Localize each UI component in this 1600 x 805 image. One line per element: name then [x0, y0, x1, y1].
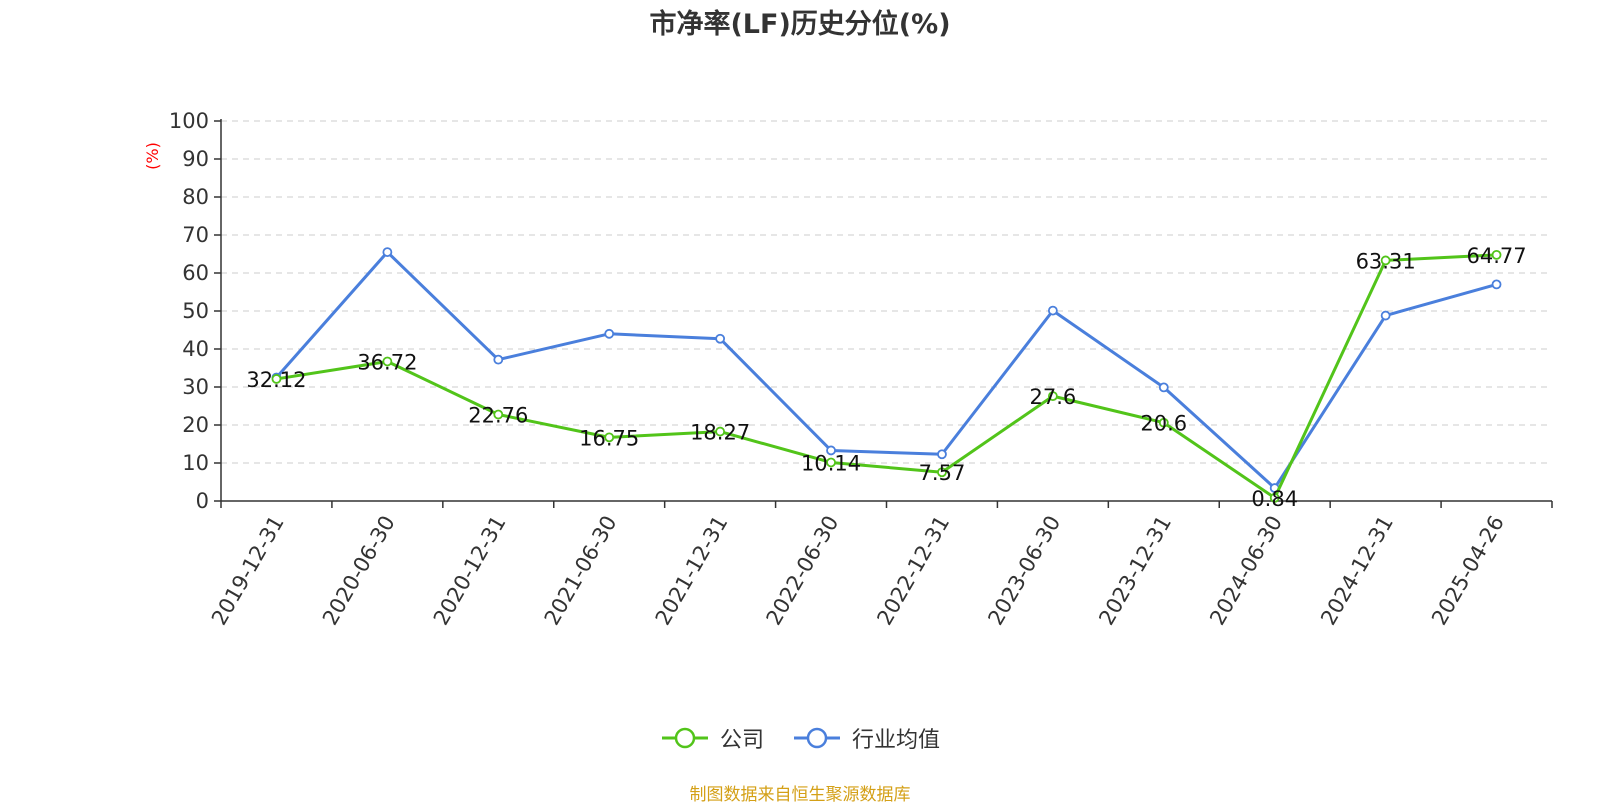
data-label: 32.12: [246, 368, 306, 392]
data-point: [604, 432, 615, 443]
y-tick-label: 20: [182, 413, 209, 437]
data-label: 0.84: [1251, 487, 1298, 511]
data-label: 10.14: [801, 451, 861, 475]
legend-label: 公司: [719, 728, 764, 753]
legend: 公司 行业均值: [0, 722, 1600, 754]
y-tick-label: 100: [169, 109, 209, 133]
y-tick-label: 0: [196, 489, 209, 513]
legend-label: 行业均值: [852, 728, 941, 753]
legend-item-industry[interactable]: 行业均值: [792, 722, 940, 754]
y-tick-label: 70: [182, 223, 209, 247]
x-tick-label: 2020-12-31: [429, 511, 511, 629]
data-point: [715, 333, 726, 344]
source-note: 制图数据来自恒生聚源数据库: [689, 785, 911, 805]
data-point: [826, 457, 836, 468]
data-point: [493, 354, 504, 365]
data-point: [382, 247, 393, 258]
y-tick-label: 30: [182, 375, 209, 399]
data-point: [826, 445, 836, 456]
legend-item-company[interactable]: 公司: [660, 722, 764, 754]
data-label: 36.72: [357, 350, 417, 374]
data-labels: 32.12 36.72 22.76 16.75 18.27 10.14 7.57 27.6 20…: [246, 244, 1526, 511]
data-point: [604, 328, 615, 339]
y-tick-label: 40: [182, 337, 209, 361]
x-tick-label: 2023-06-30: [983, 512, 1065, 630]
data-label: 7.57: [919, 461, 966, 485]
data-label: 63.31: [1356, 249, 1416, 273]
y-axis-label: (%): [143, 142, 162, 170]
data-point: [937, 449, 947, 460]
data-point: [382, 356, 393, 367]
x-tick-label: 2022-12-31: [872, 511, 954, 629]
data-label: 27.6: [1029, 385, 1076, 409]
data-point: [1380, 310, 1391, 321]
data-point: [271, 374, 282, 384]
grid-lines: [221, 120, 1552, 464]
data-label: 64.77: [1466, 244, 1526, 268]
data-label: 16.75: [579, 426, 639, 450]
data-point: [937, 467, 947, 478]
data-label: 20.6: [1140, 412, 1187, 436]
series-line-industry: [275, 250, 1497, 490]
series: [271, 247, 1502, 503]
y-tick-label: 60: [182, 261, 209, 285]
x-tick-label: 2020-06-30: [318, 512, 400, 630]
chart-title: 市净率(LF)历史分位(%): [649, 9, 951, 40]
data-point: [1158, 382, 1169, 393]
x-tick-label: 2021-12-31: [651, 512, 733, 630]
y-tick-label: 80: [182, 185, 209, 209]
y-tick-label: 90: [182, 147, 209, 171]
x-tick-label: 2022-06-30: [762, 512, 844, 630]
data-point: [1158, 417, 1169, 428]
data-point: [1491, 279, 1502, 290]
data-label: 22.76: [468, 404, 528, 428]
y-tick-label: 10: [182, 451, 209, 475]
x-tick-label: 2019-12-31: [207, 512, 289, 630]
legend-marker-icon: [794, 727, 840, 749]
legend-marker-icon: [661, 727, 708, 749]
data-point: [493, 409, 504, 420]
x-tick-label: 2024-06-30: [1205, 512, 1287, 630]
data-point: [1491, 249, 1502, 260]
x-tick-label: 2023-12-31: [1094, 512, 1176, 630]
data-point: [1269, 492, 1280, 503]
series-line-company: [276, 253, 1497, 500]
x-tick-label: 2021-06-30: [540, 512, 622, 630]
data-point: [1380, 255, 1391, 266]
y-tick-label: 50: [182, 299, 209, 323]
data-point: [1047, 391, 1058, 402]
x-tick-label: 2024-12-31: [1316, 512, 1398, 630]
data-label: 18.27: [690, 421, 750, 445]
data-point: [715, 426, 726, 437]
data-point: [1047, 305, 1058, 316]
x-tick-label: 2025-04-26: [1427, 512, 1509, 630]
